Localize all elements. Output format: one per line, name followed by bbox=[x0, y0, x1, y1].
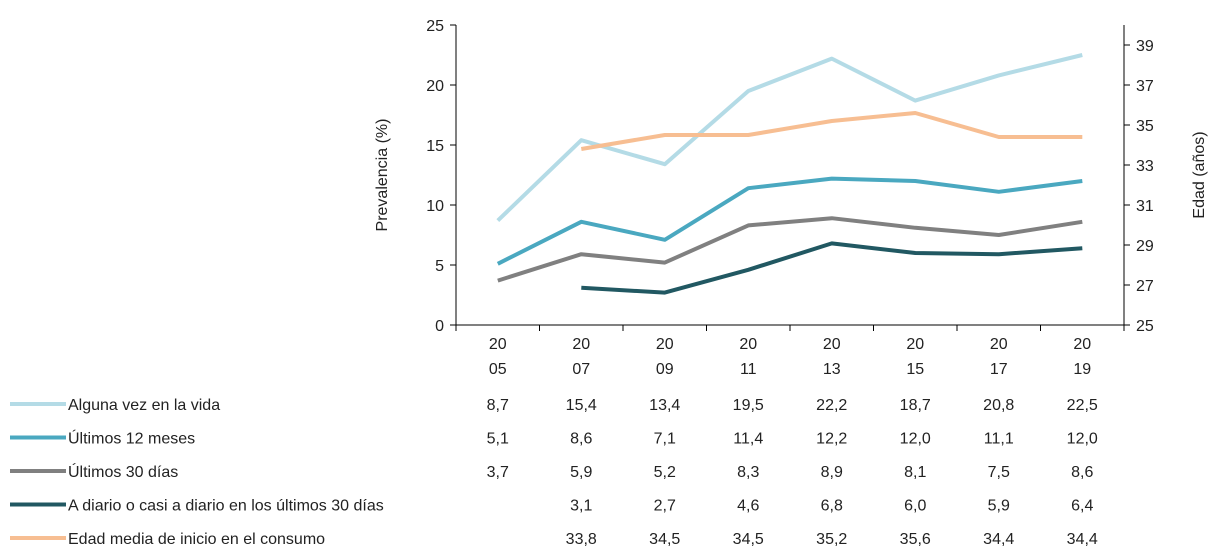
series-line-5 bbox=[580, 111, 1083, 151]
data-label: 35,6 bbox=[900, 531, 931, 548]
x-tick-label: 20 bbox=[489, 336, 507, 353]
left-tick-label: 0 bbox=[435, 318, 444, 335]
right-tick-label: 31 bbox=[1136, 198, 1154, 215]
x-tick-label: 05 bbox=[489, 361, 507, 378]
data-label: 13,4 bbox=[649, 397, 680, 414]
data-label: 20,8 bbox=[983, 397, 1014, 414]
data-label: 5,9 bbox=[570, 464, 592, 481]
right-tick-label: 27 bbox=[1136, 278, 1154, 295]
series-line-2 bbox=[496, 176, 1083, 266]
data-label: 5,9 bbox=[988, 498, 1010, 515]
left-tick-label: 5 bbox=[435, 258, 444, 275]
data-table: Alguna vez en la vida 8,7 15,4 13,4 19,5 22,2… bbox=[10, 397, 1098, 548]
data-label: 6,8 bbox=[821, 498, 843, 515]
series-layer bbox=[496, 53, 1083, 295]
x-tick-label: 20 bbox=[572, 336, 590, 353]
x-tick-label: 20 bbox=[656, 336, 674, 353]
data-label: 4,6 bbox=[737, 498, 759, 515]
data-label: 15,4 bbox=[566, 397, 597, 414]
data-label: 6,4 bbox=[1071, 498, 1093, 515]
data-label: 8,6 bbox=[570, 431, 592, 448]
series-line-1 bbox=[496, 53, 1083, 223]
left-tick-label: 20 bbox=[426, 78, 444, 95]
legend-label: Alguna vez en la vida bbox=[68, 397, 220, 414]
left-tick-label: 15 bbox=[426, 138, 444, 155]
legend-label: A diario o casi a diario en los últimos … bbox=[68, 498, 384, 515]
right-axis-title: Edad (años) bbox=[1191, 131, 1208, 218]
x-tick-label: 20 bbox=[823, 336, 841, 353]
x-tick-label: 20 bbox=[1073, 336, 1091, 353]
left-tick-label: 10 bbox=[426, 198, 444, 215]
right-tick-label: 39 bbox=[1136, 38, 1154, 55]
x-tick-label: 11 bbox=[740, 361, 757, 378]
x-tick-label: 20 bbox=[739, 336, 757, 353]
data-label: 12,2 bbox=[816, 431, 847, 448]
left-axis-title: Prevalencia (%) bbox=[374, 119, 391, 232]
x-tick-label: 07 bbox=[572, 361, 590, 378]
data-label: 8,1 bbox=[904, 464, 926, 481]
right-tick-label: 37 bbox=[1136, 78, 1154, 95]
x-tick-label: 20 bbox=[906, 336, 924, 353]
axes-layer: 0510152025252729313335373920052007200920… bbox=[374, 18, 1208, 378]
right-tick-label: 25 bbox=[1136, 318, 1154, 335]
series-line-3 bbox=[497, 216, 1083, 283]
data-label: 11,1 bbox=[984, 431, 1014, 448]
x-tick-label: 15 bbox=[906, 361, 924, 378]
data-label: 34,4 bbox=[983, 531, 1014, 548]
data-label: 8,7 bbox=[487, 397, 509, 414]
data-label: 22,5 bbox=[1067, 397, 1098, 414]
x-tick-label: 20 bbox=[990, 336, 1008, 353]
legend-label: Últimos 30 días bbox=[68, 462, 178, 481]
data-label: 34,5 bbox=[733, 531, 764, 548]
data-label: 11,4 bbox=[733, 431, 763, 448]
data-label: 8,6 bbox=[1071, 464, 1093, 481]
data-label: 8,9 bbox=[821, 464, 843, 481]
right-tick-label: 35 bbox=[1136, 118, 1154, 135]
x-tick-label: 13 bbox=[823, 361, 841, 378]
data-label: 3,7 bbox=[487, 464, 509, 481]
data-label: 34,4 bbox=[1067, 531, 1098, 548]
data-label: 12,0 bbox=[1067, 431, 1098, 448]
data-label: 7,5 bbox=[988, 464, 1010, 481]
data-label: 22,2 bbox=[816, 397, 847, 414]
data-label: 3,1 bbox=[570, 498, 592, 515]
data-label: 5,2 bbox=[654, 464, 676, 481]
data-label: 7,1 bbox=[654, 431, 676, 448]
data-label: 12,0 bbox=[900, 431, 931, 448]
x-tick-label: 09 bbox=[656, 361, 674, 378]
right-tick-label: 29 bbox=[1136, 238, 1154, 255]
data-label: 5,1 bbox=[487, 431, 509, 448]
data-label: 18,7 bbox=[900, 397, 931, 414]
data-label: 33,8 bbox=[566, 531, 597, 548]
right-tick-label: 33 bbox=[1136, 158, 1154, 175]
data-label: 2,7 bbox=[654, 498, 676, 515]
series-line-4 bbox=[581, 241, 1083, 295]
left-tick-label: 25 bbox=[426, 18, 444, 35]
data-label: 6,0 bbox=[904, 498, 926, 515]
x-tick-label: 19 bbox=[1073, 361, 1091, 378]
data-label: 34,5 bbox=[649, 531, 680, 548]
legend-label: Edad media de inicio en el consumo bbox=[68, 531, 325, 548]
data-label: 35,2 bbox=[816, 531, 847, 548]
data-label: 19,5 bbox=[733, 397, 764, 414]
x-tick-label: 17 bbox=[990, 361, 1008, 378]
data-label: 8,3 bbox=[737, 464, 759, 481]
legend-label: Últimos 12 meses bbox=[68, 429, 195, 448]
